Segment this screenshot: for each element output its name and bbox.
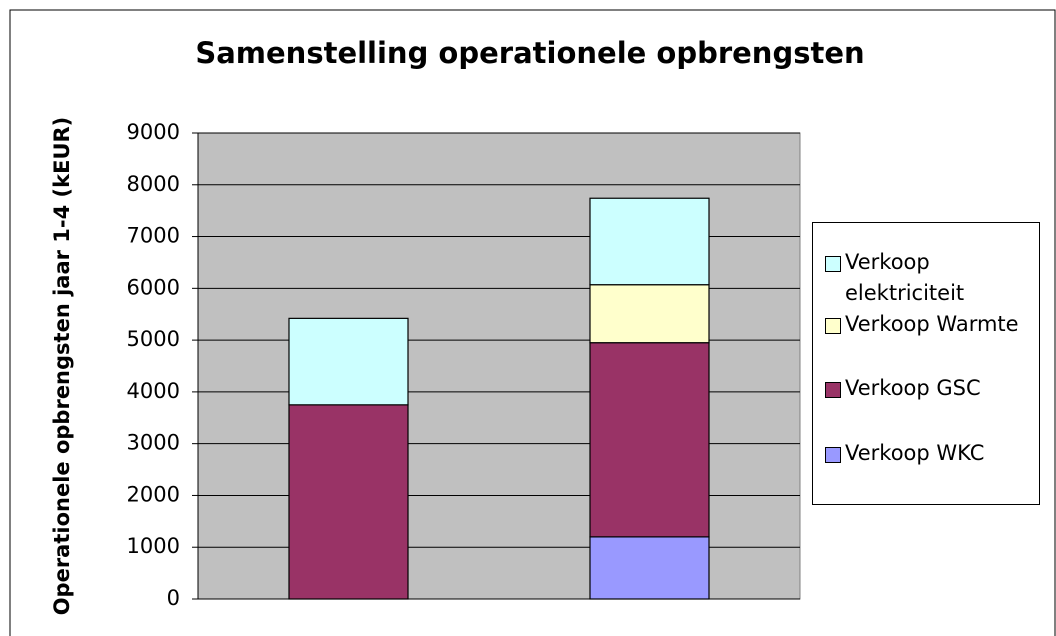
legend-label: Verkoop GSC [845, 376, 981, 400]
y-tick-label: 0 [167, 586, 180, 610]
y-tick-label: 7000 [127, 224, 180, 248]
plot-area [197, 132, 801, 600]
bar-segment [288, 404, 409, 600]
legend-entry: Verkoop elektriciteit [825, 247, 1045, 309]
legend-entry: Verkoop WKC [825, 438, 1045, 469]
legend-entry: Verkoop GSC [825, 373, 1045, 404]
bar-segment [589, 536, 710, 600]
bar-segment [589, 197, 710, 286]
legend-swatch [825, 256, 841, 272]
y-tick-label: 8000 [127, 172, 180, 196]
legend-swatch [825, 382, 841, 398]
chart-title: Samenstelling operationele opbrengsten [195, 36, 865, 70]
legend-swatch [825, 447, 841, 463]
y-tick-label: 6000 [127, 275, 180, 299]
y-tick-label: 2000 [127, 482, 180, 506]
legend-label: Verkoop Warmte [845, 312, 1019, 336]
legend-entry: Verkoop Warmte [825, 309, 1045, 340]
y-tick-label: 4000 [127, 379, 180, 403]
y-tick-label: 3000 [127, 431, 180, 455]
legend-label: Verkoop WKC [845, 441, 985, 465]
bar-segment [589, 284, 710, 344]
legend-swatch [825, 318, 841, 334]
bar-segment [589, 342, 710, 538]
legend: Verkoop elektriciteit Verkoop Warmte Verko… [812, 222, 1040, 505]
y-tick-label: 5000 [127, 327, 180, 351]
bar-segment [288, 317, 409, 406]
legend-label: Verkoop elektriciteit [845, 250, 965, 305]
y-tick-label: 9000 [127, 120, 180, 144]
y-tick-label: 1000 [127, 534, 180, 558]
frame [9, 9, 1056, 636]
y-axis-title: Operationele opbrengsten jaar 1-4 (kEUR) [50, 116, 74, 616]
